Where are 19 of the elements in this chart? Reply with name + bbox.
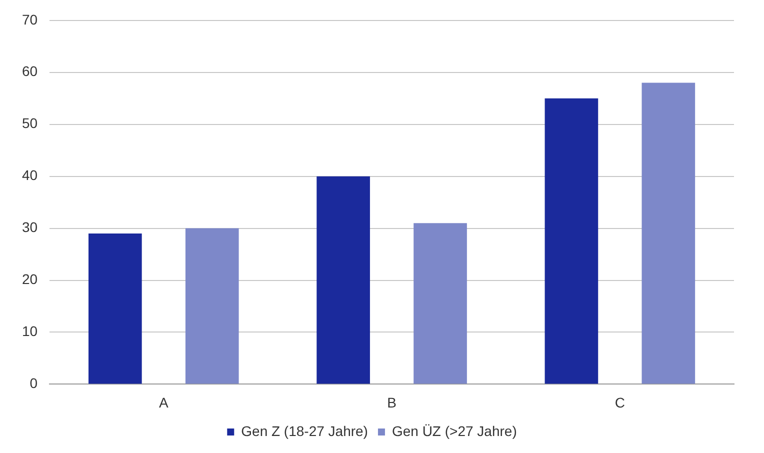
y-tick-label: 30 [22,219,38,236]
y-tick-label: 60 [22,63,38,80]
bar [544,98,598,384]
y-tick-label: 50 [22,115,38,132]
x-tick-label: C [614,394,625,410]
x-tick-label: B [387,394,396,410]
y-tick-label: 0 [30,375,38,392]
legend-label: Gen Z (18-27 Jahre) [241,422,368,439]
bar [414,223,467,384]
y-tick-label: 10 [22,323,38,340]
legend-label: Gen ÜZ (>27 Jahre) [392,422,517,439]
y-tick-label: 70 [22,11,38,28]
x-tick-label: A [158,394,169,410]
bar [185,228,239,384]
y-tick-label: 20 [22,271,38,288]
y-tick-label: 40 [22,167,38,184]
bar [316,176,370,384]
bar [642,82,696,384]
bar [88,233,142,384]
